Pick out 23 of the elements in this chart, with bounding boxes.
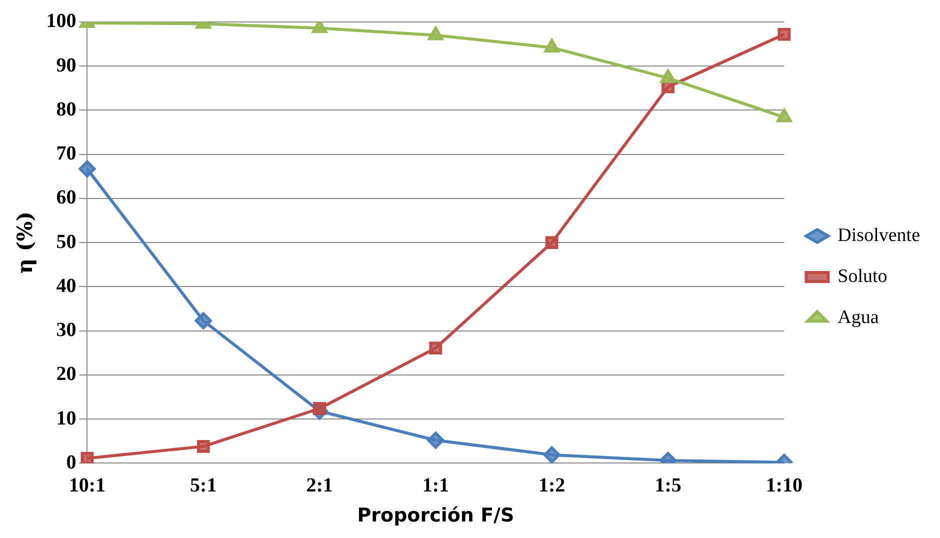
y-tick-label: 30 [56,319,76,342]
y-tick-label: 60 [56,186,76,209]
y-tick-label: 0 [66,451,76,474]
y-tick-label: 70 [56,142,76,165]
x-tick-label: 10:1 [68,474,106,496]
x-tick-label: 5:1 [190,474,217,496]
y-tick-label: 50 [56,230,76,253]
y-tick-label: 20 [56,363,76,386]
x-tick-label: 1:5 [654,474,682,496]
legend-label: Soluto [838,266,888,287]
y-tick-label: 40 [56,274,76,297]
x-tick-label: 1:10 [766,474,803,496]
x-tick-label: 2:1 [306,474,333,496]
y-axis-title: η (%) [12,211,38,274]
legend-label: Agua [838,306,880,328]
x-axis-title: Proporción F/S [357,504,514,527]
x-tick-label: 1:1 [422,474,450,496]
y-tick-label: 10 [56,407,76,430]
y-tick-label: 100 [46,10,76,32]
y-tick-label: 90 [56,54,76,76]
y-tick-label: 80 [56,98,76,120]
x-tick-label: 1:2 [538,474,566,496]
legend-label: Disolvente [838,224,920,246]
